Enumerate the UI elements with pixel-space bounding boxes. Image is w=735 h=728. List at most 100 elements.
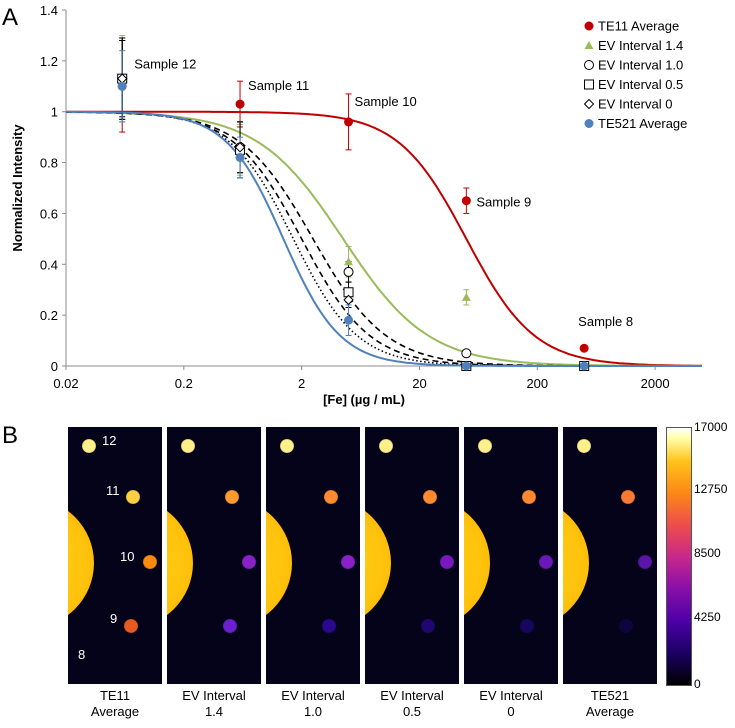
caption-line-1: EV Interval [380, 688, 444, 703]
sample-spot [478, 439, 492, 453]
y-tick-label: 0 [51, 359, 58, 374]
legend-entry: EV Interval 1.4 [598, 38, 683, 53]
panel-caption: TE521 Average [563, 688, 657, 720]
legend-entry: TE521 Average [598, 116, 687, 131]
sample-spot [621, 490, 635, 504]
sample-spot [223, 619, 237, 633]
sample-number-label: 10 [120, 549, 135, 564]
legend-marker [583, 98, 595, 110]
sample-spot [341, 555, 355, 569]
sample-spot [181, 439, 195, 453]
y-tick-label: 0.6 [40, 206, 58, 221]
legend-marker [584, 41, 594, 49]
sample-number-label: 11 [106, 483, 120, 498]
y-tick-label: 0.2 [40, 308, 58, 323]
sample-spot [379, 439, 393, 453]
data-point-te521-average [579, 361, 589, 371]
sample-spot [242, 555, 256, 569]
mri-panel [563, 427, 657, 684]
sample-number-label: 8 [78, 647, 86, 662]
colorbar [666, 427, 692, 686]
legend-entry: EV Interval 0 [598, 97, 672, 112]
data-point-ev-interval-0 [343, 294, 354, 306]
y-tick-label: 1 [51, 105, 58, 120]
caption-line-1: EV Interval [281, 688, 345, 703]
legend-entry: TE11 Average [598, 19, 679, 34]
reference-phantom [365, 498, 391, 628]
mri-panel [464, 427, 558, 684]
sample-spot [124, 619, 138, 633]
caption-line-1: EV Interval [182, 688, 246, 703]
caption-line-2: 1.4 [204, 704, 224, 719]
fit-curve-te521-average [66, 110, 702, 367]
colorbar-tick-max: 17000 [694, 420, 728, 434]
sample-spot [638, 555, 652, 569]
fit-curve-te11-average [66, 110, 702, 367]
sample-spot [520, 619, 534, 633]
mri-panel [365, 427, 459, 684]
data-point-ev-interval-1-0 [343, 266, 354, 277]
annotation-sample-9: Sample 9 [476, 195, 531, 210]
caption-line-1: TE11 [99, 688, 131, 703]
sample-spot [421, 619, 435, 633]
data-point-te11-average [461, 196, 471, 206]
reference-phantom [167, 498, 193, 628]
caption-line-2: 1.0 [303, 704, 323, 719]
caption-line-1: EV Interval [479, 688, 543, 703]
data-point-te11-average [579, 343, 589, 353]
sample-spot [539, 555, 553, 569]
reference-phantom [266, 498, 292, 628]
colorbar-tick-12750: 12750 [694, 482, 728, 496]
legend-marker [584, 21, 594, 31]
y-tick-label: 1.2 [40, 54, 58, 69]
panel-caption: EV Interval 1.4 [167, 688, 261, 720]
mri-panel [167, 427, 261, 684]
sample-spot [577, 439, 591, 453]
annotation-sample-11: Sample 11 [248, 78, 309, 93]
sample-number-label: 9 [110, 611, 118, 626]
data-point-te521-average [344, 315, 354, 325]
panel-a-label: A [2, 4, 19, 31]
sample-spot [619, 619, 633, 633]
sample-spot [440, 555, 454, 569]
legend-marker [584, 79, 594, 90]
x-tick-label: 2000 [641, 376, 670, 391]
colorbar-tick-8500: 8500 [694, 546, 721, 560]
sample-spot [143, 555, 157, 569]
reference-phantom [68, 498, 94, 628]
sample-spot [322, 619, 336, 633]
data-point-te521-average [461, 361, 471, 371]
x-tick-label: 200 [526, 376, 548, 391]
y-axis-title: Normalized Intensity [10, 124, 25, 252]
annotation-sample-10: Sample 10 [355, 94, 417, 109]
caption-line-1: TE521 [590, 688, 630, 703]
y-tick-label: 1.4 [40, 3, 58, 18]
x-axis-title: [Fe] (µg / mL) [323, 392, 405, 407]
mri-panel: 12 11 10 9 8 [68, 427, 162, 684]
sample-spot [126, 490, 140, 504]
data-point-ev-interval-0 [234, 142, 246, 153]
legend-entry: EV Interval 0.5 [598, 77, 683, 92]
legend-marker [584, 60, 594, 70]
data-point-te521-average [117, 81, 127, 91]
sample-number-label: 12 [102, 433, 117, 448]
panel-caption: EV Interval 1.0 [266, 688, 360, 720]
reference-phantom [563, 498, 589, 628]
sample-spot [324, 490, 338, 504]
caption-line-2: 0.5 [402, 704, 422, 719]
caption-line-2: 0 [507, 704, 515, 719]
caption-line-2: Average [90, 704, 140, 719]
panel-caption: TE11 Average [68, 688, 162, 720]
y-tick-label: 0.4 [40, 257, 58, 272]
data-point-te521-average [235, 152, 245, 162]
x-tick-label: 0.02 [53, 376, 78, 391]
data-point-ev-interval-1-4 [461, 292, 471, 301]
y-tick-label: 0.8 [40, 156, 58, 171]
mri-panel [266, 427, 360, 684]
panel-caption: EV Interval 0.5 [365, 688, 459, 720]
sample-spot [280, 439, 294, 453]
panel-caption: EV Interval 0 [464, 688, 558, 720]
sample-spot [423, 490, 437, 504]
data-point-ev-interval-1-4 [344, 257, 354, 266]
x-tick-label: 0.2 [175, 376, 193, 391]
